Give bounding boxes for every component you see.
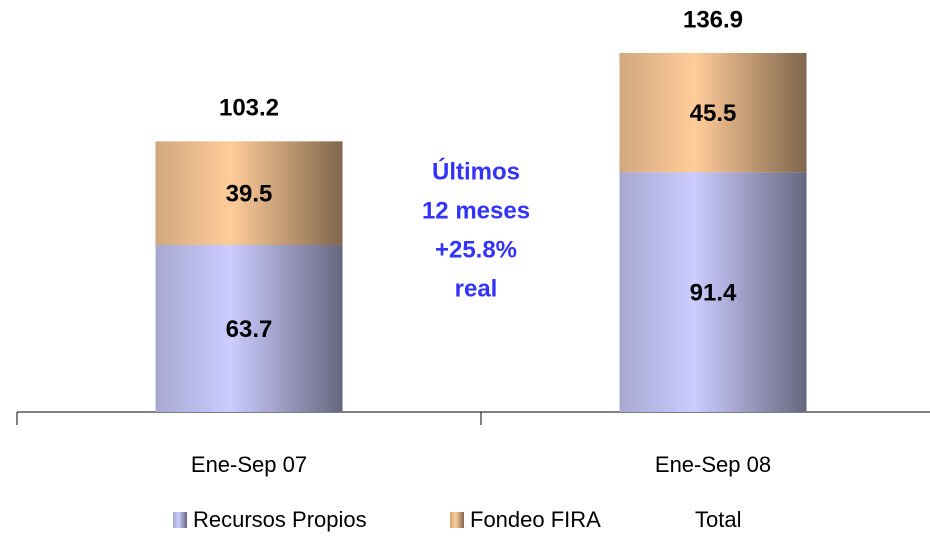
legend-label: Fondeo FIRA — [470, 507, 601, 532]
bar-shade — [619, 172, 807, 412]
bar-shade — [155, 244, 343, 412]
total-label: 103.2 — [219, 95, 279, 122]
x-tick-label: Ene-Sep 07 — [191, 452, 307, 477]
legend-swatch-shade — [450, 512, 464, 528]
annotation: +25.8% — [435, 236, 517, 263]
bar-shade — [619, 53, 807, 173]
value-label: 45.5 — [690, 100, 737, 127]
legend-swatch-shade — [173, 512, 187, 528]
value-label: 39.5 — [226, 181, 273, 208]
bar-shade — [155, 141, 343, 245]
value-label: 63.7 — [226, 316, 273, 343]
annotation: 12 meses — [422, 197, 530, 224]
value-label: 91.4 — [690, 280, 737, 307]
annotation: Últimos — [432, 157, 520, 185]
legend-label: Total — [695, 507, 741, 532]
x-tick-label: Ene-Sep 08 — [655, 452, 771, 477]
total-label: 136.9 — [683, 6, 743, 33]
annotation: real — [455, 275, 498, 302]
legend-label: Recursos Propios — [193, 507, 367, 532]
